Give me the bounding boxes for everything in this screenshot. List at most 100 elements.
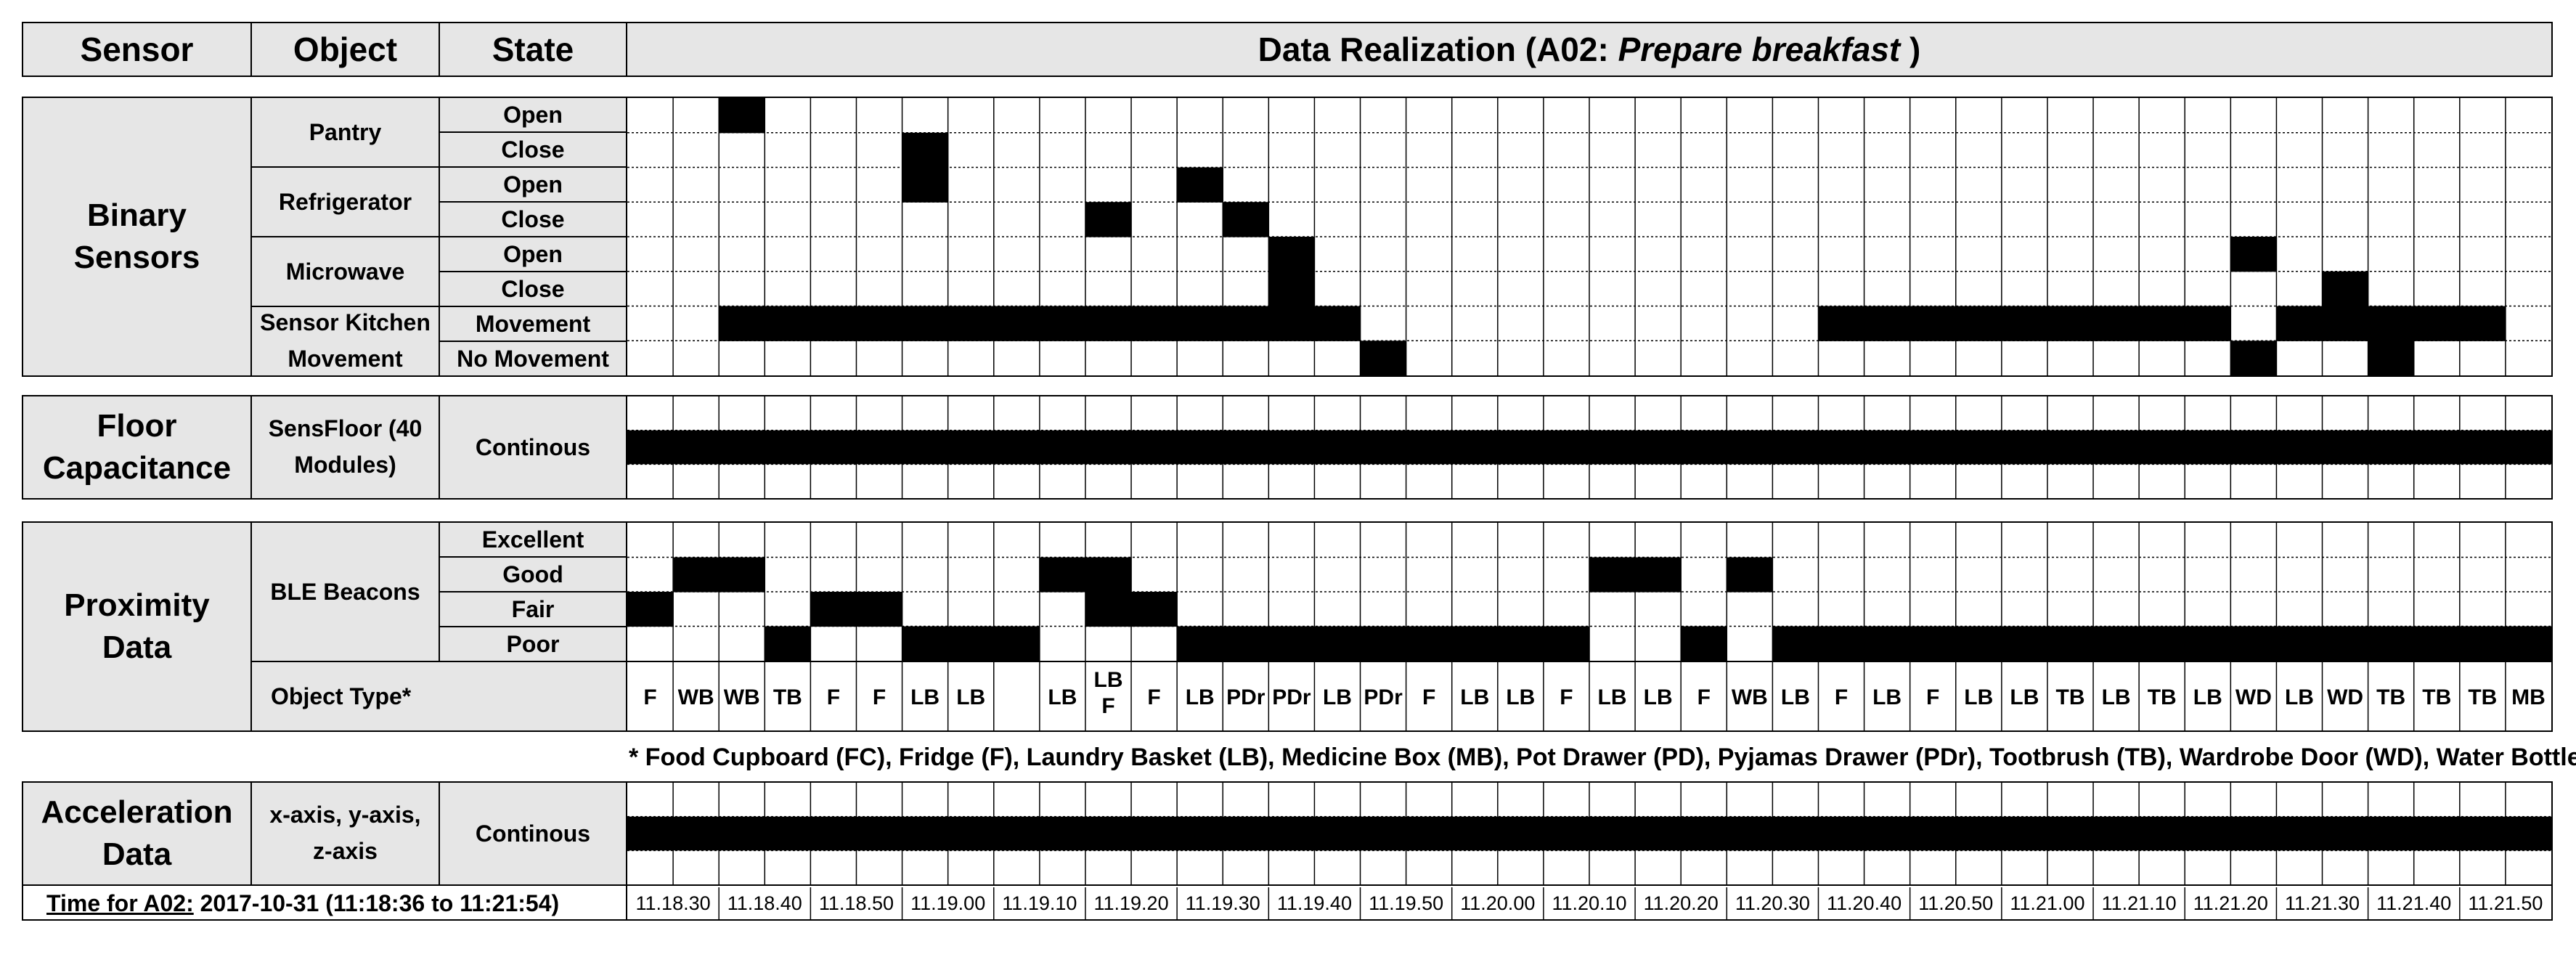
time-tick-label: 11.20.20 [1644,892,1719,914]
object-type-label: F [1422,685,1435,709]
binary-state-cell [1177,167,1223,203]
proximity-level-cell [1497,626,1544,661]
proximity-level-cell [947,626,995,661]
binary-state-cell [2001,306,2048,341]
proximity-level-cell [2047,626,2094,661]
binary-state-cell [1360,341,1407,376]
binary-state-5: Close [440,272,626,306]
binary-state-cell [2322,271,2369,307]
binary-state-cell [947,306,995,341]
binary-state-4: Open [440,237,626,271]
proximity-level-cell [1268,626,1316,661]
proximity-level-cell [2185,626,2231,661]
floor-section [22,395,2553,500]
object-type-label: LB [1781,685,1810,709]
binary-state-cell [1864,306,1911,341]
binary-object-pantry: Pantry [252,98,439,166]
object-type-label: TB [773,685,802,709]
proximity-level-cell [1727,557,1773,592]
proximity-level-cell [1360,626,1407,661]
time-tick-label: 11.19.50 [1369,892,1443,914]
proximity-level-cell [1406,626,1453,661]
binary-state-cell [2322,306,2369,341]
proximity-level-cell [856,592,903,627]
binary-object-microwave: Microwave [252,237,439,306]
proximity-level-cell [1955,626,2002,661]
object-type-footnote: * Food Cupboard (FC), Fridge (F), Laundr… [629,744,2576,771]
proximity-level-cell [765,626,811,661]
time-tick-label: 11.20.30 [1735,892,1810,914]
proximity-level-cell [2459,626,2506,661]
proximity-level-cell [1772,626,1819,661]
proximity-level-cell [2413,626,2461,661]
object-type-label: F [1147,685,1160,709]
binary-state-cell [1223,306,1269,341]
proximity-level-cell [2230,626,2278,661]
proximity-level-cell [1223,626,1269,661]
object-type-label: F [873,685,886,709]
proximity-state-0: Excellent [440,523,626,556]
object-type-label: F [1926,685,1939,709]
object-type-label: PDr [1272,685,1311,709]
time-value: 2017-10-31 (11:18:36 to 11:21:54) [193,889,560,916]
time-tick-label: 11.21.00 [2010,892,2084,914]
binary-state-cell [1085,306,1132,341]
proximity-level-cell [1864,626,1911,661]
object-type-label: LB [1506,685,1535,709]
object-type-label: Object Type* [252,662,626,730]
acceleration-continuous-bar [627,816,2551,851]
proximity-level-cell [1451,626,1499,661]
binary-state-cell [1818,306,1865,341]
floor-state: Continous [440,396,626,498]
proximity-level-cell [1314,626,1361,661]
proximity-section [22,521,2553,732]
proximity-level-cell [1085,592,1132,627]
object-type-label: PDr [1226,685,1265,709]
binary-state-cell [719,98,765,134]
binary-state-cell [2413,306,2461,341]
object-type-label: LB [1872,685,1902,709]
proximity-state-2: Fair [440,592,626,626]
object-type-label: WD [2235,685,2272,709]
time-tick-label: 11.21.30 [2285,892,2360,914]
binary-state-cell [2047,306,2094,341]
binary-object-refrigerator: Refrigerator [252,168,439,236]
acceleration-object: x-axis, y-axis, z-axis [252,783,439,884]
time-label: Time for A02: [46,889,194,916]
binary-object-kitchen-movement: Sensor Kitchen Movement [252,307,439,375]
header-title-activity: Prepare breakfast [1618,30,1901,68]
binary-state-cell [810,306,857,341]
proximity-level-cell [2001,626,2048,661]
object-type-label: F [1101,694,1114,718]
binary-state-cell [902,306,949,341]
binary-state-cell [2368,306,2415,341]
binary-state-cell [2459,306,2506,341]
time-tick-label: 11.21.20 [2193,892,2268,914]
floor-continuous-bar [627,430,2551,465]
object-type-label: WB [1732,685,1768,709]
object-type-label: MB [2511,685,2546,709]
time-tick-label: 11.20.10 [1552,892,1626,914]
binary-state-cell [1177,306,1223,341]
object-type-label: LB [2285,685,2314,709]
proximity-level-cell [1131,592,1178,627]
proximity-level-cell [2368,626,2415,661]
header-state: State [440,23,626,76]
proximity-level-cell [719,557,765,592]
proximity-state-1: Good [440,558,626,591]
proximity-level-cell [1635,557,1682,592]
time-tick-label: 11.20.50 [1918,892,1993,914]
binary-state-cell [902,167,949,203]
proximity-level-cell [1909,626,1957,661]
object-type-label: F [1697,685,1711,709]
floor-group-label: Floor Capacitance [23,396,250,498]
binary-state-cell [1955,306,2002,341]
proximity-group-label: Proximity Data [23,523,250,730]
object-type-label: LB [910,685,939,709]
object-type-label: LB [2193,685,2222,709]
binary-state-6: Movement [440,307,626,341]
proximity-level-cell [1543,626,1590,661]
binary-state-cell [1268,306,1316,341]
time-tick-label: 11.19.10 [1002,892,1077,914]
